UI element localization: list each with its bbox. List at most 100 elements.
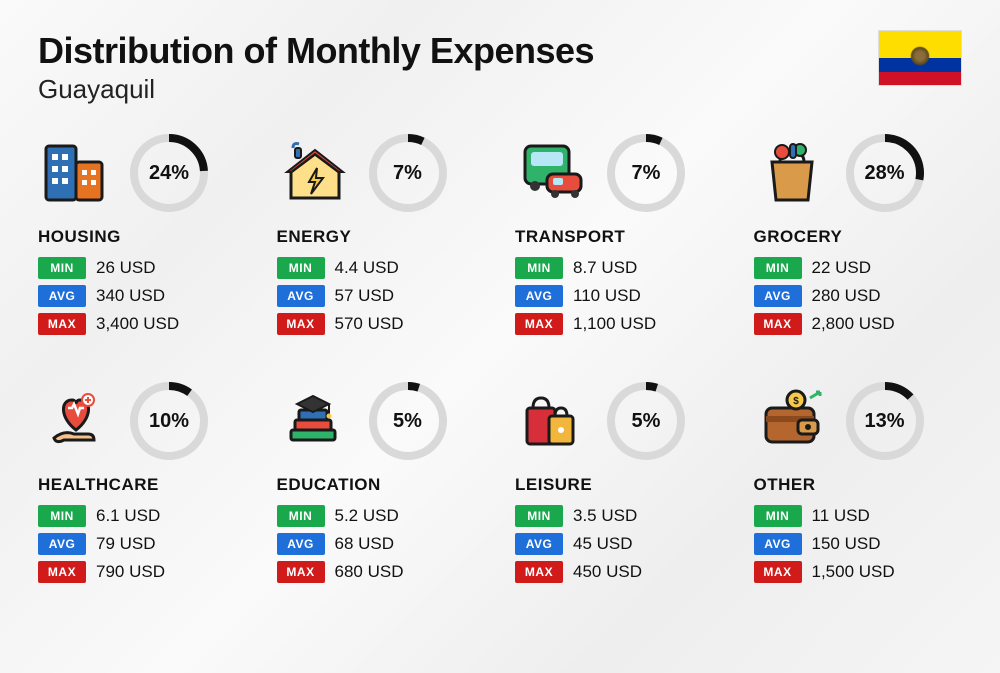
stat-row-min: MIN 8.7 USD: [515, 257, 724, 279]
min-value: 11 USD: [812, 506, 870, 526]
percent-ring: 28%: [846, 134, 924, 212]
flag-icon: [878, 30, 962, 86]
percent-label: 5%: [369, 382, 447, 460]
percent-label: 13%: [846, 382, 924, 460]
min-value: 22 USD: [812, 258, 872, 278]
category-card-energy: 7% ENERGY MIN 4.4 USD AVG 57 USD MAX 570…: [277, 133, 486, 341]
category-grid: 24% HOUSING MIN 26 USD AVG 340 USD MAX 3…: [38, 133, 962, 589]
stat-row-avg: AVG 280 USD: [754, 285, 963, 307]
percent-label: 10%: [130, 382, 208, 460]
avg-badge: AVG: [754, 533, 802, 555]
min-badge: MIN: [515, 257, 563, 279]
max-value: 1,500 USD: [812, 562, 895, 582]
max-value: 570 USD: [335, 314, 404, 334]
card-top: 24%: [38, 133, 247, 213]
buildings-icon: [38, 136, 112, 210]
min-value: 4.4 USD: [335, 258, 399, 278]
stat-row-min: MIN 3.5 USD: [515, 505, 724, 527]
avg-value: 79 USD: [96, 534, 156, 554]
percent-label: 24%: [130, 134, 208, 212]
min-value: 3.5 USD: [573, 506, 637, 526]
stat-row-max: MAX 680 USD: [277, 561, 486, 583]
stat-row-avg: AVG 110 USD: [515, 285, 724, 307]
min-badge: MIN: [277, 505, 325, 527]
category-name: HEALTHCARE: [38, 475, 247, 495]
stat-row-min: MIN 4.4 USD: [277, 257, 486, 279]
stat-row-max: MAX 1,100 USD: [515, 313, 724, 335]
category-name: LEISURE: [515, 475, 724, 495]
min-badge: MIN: [515, 505, 563, 527]
max-badge: MAX: [754, 561, 802, 583]
stat-row-avg: AVG 340 USD: [38, 285, 247, 307]
card-top: 28%: [754, 133, 963, 213]
category-card-other: 13% OTHER MIN 11 USD AVG 150 USD MAX 1,5…: [754, 381, 963, 589]
page-title: Distribution of Monthly Expenses: [38, 30, 594, 72]
max-badge: MAX: [277, 561, 325, 583]
wallet-icon: [754, 384, 828, 458]
stat-row-avg: AVG 68 USD: [277, 533, 486, 555]
percent-ring: 13%: [846, 382, 924, 460]
category-card-education: 5% EDUCATION MIN 5.2 USD AVG 68 USD MAX …: [277, 381, 486, 589]
stat-row-max: MAX 450 USD: [515, 561, 724, 583]
max-value: 1,100 USD: [573, 314, 656, 334]
min-badge: MIN: [754, 257, 802, 279]
min-badge: MIN: [38, 257, 86, 279]
max-badge: MAX: [38, 561, 86, 583]
card-top: 7%: [515, 133, 724, 213]
stat-row-min: MIN 22 USD: [754, 257, 963, 279]
percent-ring: 10%: [130, 382, 208, 460]
stat-row-min: MIN 11 USD: [754, 505, 963, 527]
avg-badge: AVG: [277, 285, 325, 307]
avg-value: 57 USD: [335, 286, 395, 306]
min-value: 5.2 USD: [335, 506, 399, 526]
stat-row-max: MAX 2,800 USD: [754, 313, 963, 335]
stat-row-max: MAX 790 USD: [38, 561, 247, 583]
avg-value: 110 USD: [573, 286, 641, 306]
heart-hand-icon: [38, 384, 112, 458]
stat-row-max: MAX 570 USD: [277, 313, 486, 335]
max-value: 2,800 USD: [812, 314, 895, 334]
category-name: OTHER: [754, 475, 963, 495]
percent-label: 28%: [846, 134, 924, 212]
category-name: GROCERY: [754, 227, 963, 247]
avg-value: 340 USD: [96, 286, 165, 306]
avg-badge: AVG: [515, 533, 563, 555]
avg-value: 150 USD: [812, 534, 881, 554]
stat-row-avg: AVG 150 USD: [754, 533, 963, 555]
card-top: 5%: [515, 381, 724, 461]
max-value: 3,400 USD: [96, 314, 179, 334]
category-card-transport: 7% TRANSPORT MIN 8.7 USD AVG 110 USD MAX…: [515, 133, 724, 341]
category-name: TRANSPORT: [515, 227, 724, 247]
card-top: 7%: [277, 133, 486, 213]
stat-row-max: MAX 1,500 USD: [754, 561, 963, 583]
min-value: 6.1 USD: [96, 506, 160, 526]
avg-value: 280 USD: [812, 286, 881, 306]
category-name: ENERGY: [277, 227, 486, 247]
max-badge: MAX: [515, 561, 563, 583]
percent-label: 5%: [607, 382, 685, 460]
category-name: EDUCATION: [277, 475, 486, 495]
max-badge: MAX: [38, 313, 86, 335]
percent-ring: 7%: [607, 134, 685, 212]
card-top: 10%: [38, 381, 247, 461]
grocery-bag-icon: [754, 136, 828, 210]
category-card-housing: 24% HOUSING MIN 26 USD AVG 340 USD MAX 3…: [38, 133, 247, 341]
shopping-bags-icon: [515, 384, 589, 458]
stat-row-avg: AVG 57 USD: [277, 285, 486, 307]
min-badge: MIN: [277, 257, 325, 279]
percent-ring: 5%: [607, 382, 685, 460]
category-name: HOUSING: [38, 227, 247, 247]
bus-car-icon: [515, 136, 589, 210]
min-badge: MIN: [754, 505, 802, 527]
stat-row-min: MIN 26 USD: [38, 257, 247, 279]
percent-label: 7%: [607, 134, 685, 212]
energy-house-icon: [277, 136, 351, 210]
avg-badge: AVG: [754, 285, 802, 307]
max-badge: MAX: [277, 313, 325, 335]
title-block: Distribution of Monthly Expenses Guayaqu…: [38, 30, 594, 105]
page-subtitle: Guayaquil: [38, 74, 594, 105]
max-value: 450 USD: [573, 562, 642, 582]
card-top: 5%: [277, 381, 486, 461]
header: Distribution of Monthly Expenses Guayaqu…: [38, 30, 962, 105]
avg-value: 45 USD: [573, 534, 633, 554]
